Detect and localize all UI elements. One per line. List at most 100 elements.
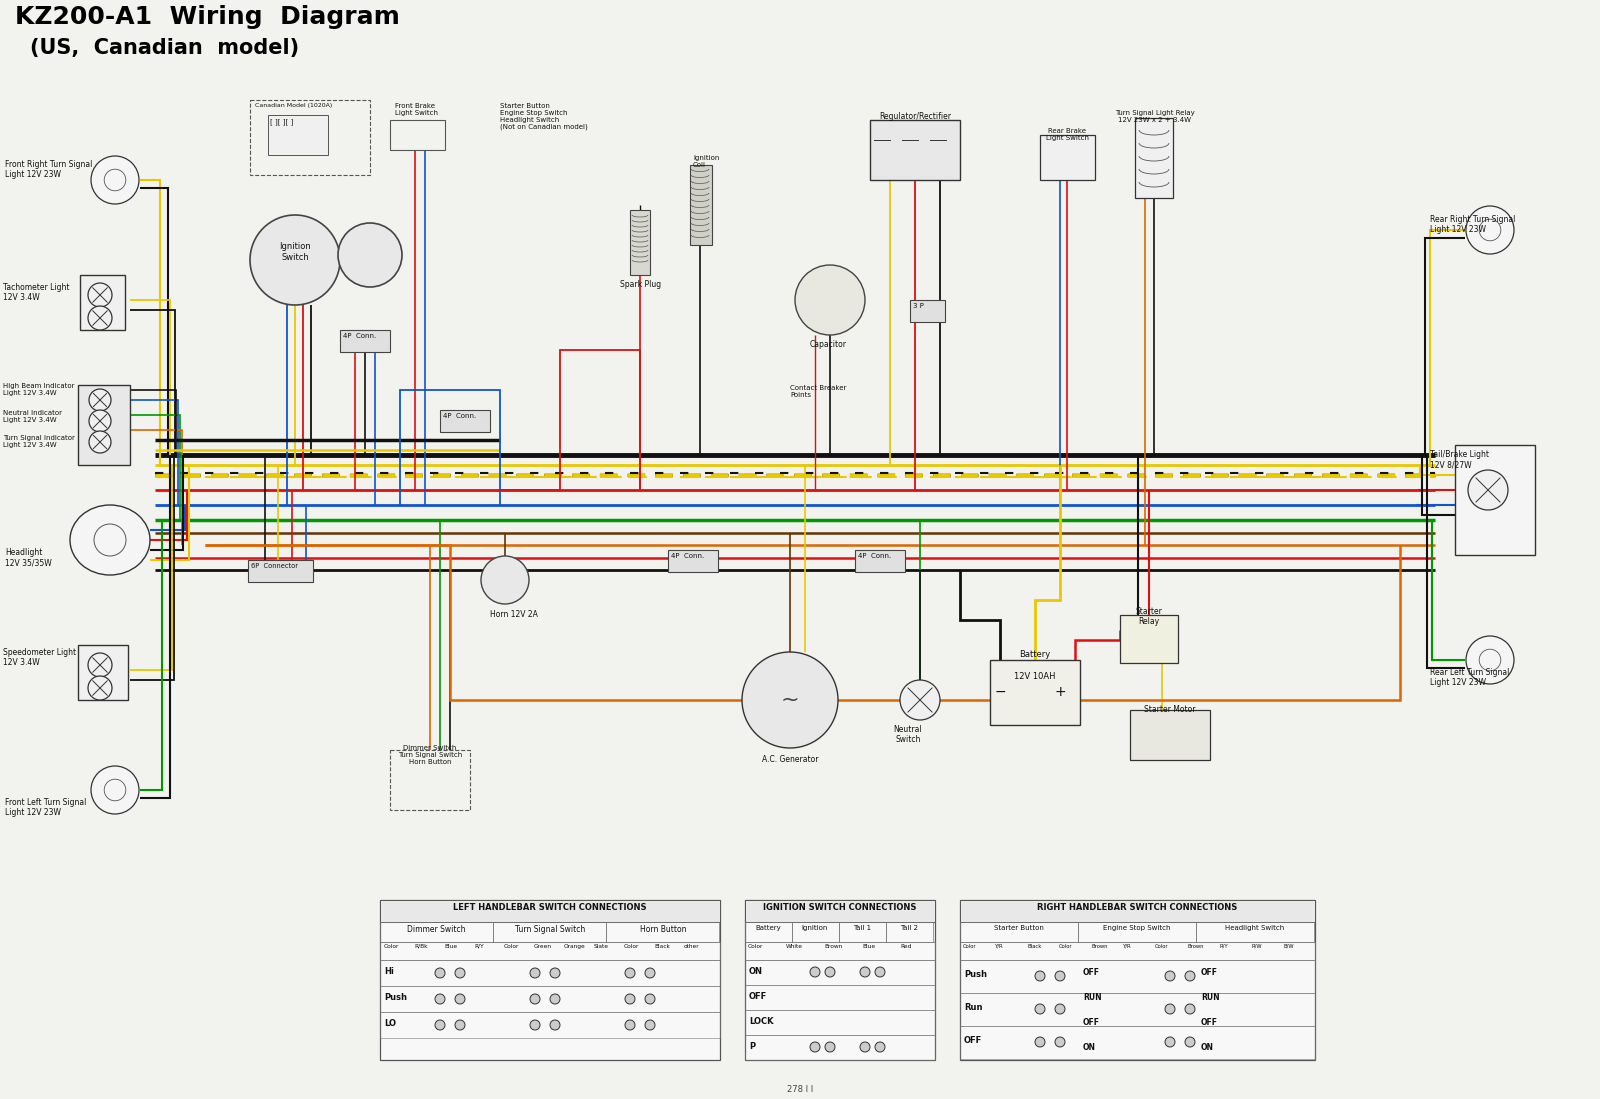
Text: IGNITION SWITCH CONNECTIONS: IGNITION SWITCH CONNECTIONS bbox=[763, 903, 917, 912]
Circle shape bbox=[1186, 1004, 1195, 1014]
Bar bbox=[886, 922, 933, 942]
Circle shape bbox=[550, 968, 560, 978]
Bar bbox=[606, 922, 718, 942]
Bar bbox=[269, 115, 328, 155]
Text: Red: Red bbox=[899, 944, 912, 950]
Bar bbox=[1134, 118, 1173, 198]
Text: Slate: Slate bbox=[594, 944, 610, 950]
Text: Battery: Battery bbox=[1019, 650, 1051, 659]
Text: Color: Color bbox=[1059, 944, 1072, 950]
Text: Y/R: Y/R bbox=[1123, 944, 1131, 950]
Text: other: other bbox=[685, 944, 699, 950]
Bar bbox=[80, 275, 125, 330]
Bar bbox=[440, 410, 490, 432]
Text: Neutral Indicator
Light 12V 3.4W: Neutral Indicator Light 12V 3.4W bbox=[3, 410, 62, 423]
Circle shape bbox=[626, 993, 635, 1004]
Text: Spark Plug: Spark Plug bbox=[621, 280, 661, 289]
Circle shape bbox=[1054, 1004, 1066, 1014]
Text: Tachometer Light
12V 3.4W: Tachometer Light 12V 3.4W bbox=[3, 284, 69, 302]
Text: Horn Button: Horn Button bbox=[640, 925, 686, 934]
Bar bbox=[1120, 615, 1178, 663]
Text: Y/R: Y/R bbox=[995, 944, 1003, 950]
Circle shape bbox=[1186, 1037, 1195, 1047]
Circle shape bbox=[899, 680, 941, 720]
Bar bbox=[690, 165, 712, 245]
Circle shape bbox=[875, 967, 885, 977]
Circle shape bbox=[250, 215, 339, 306]
Circle shape bbox=[435, 1020, 445, 1030]
Text: Horn 12V 2A: Horn 12V 2A bbox=[490, 610, 538, 619]
Text: LOCK: LOCK bbox=[749, 1017, 773, 1026]
Text: Front Right Turn Signal
Light 12V 23W: Front Right Turn Signal Light 12V 23W bbox=[5, 160, 93, 179]
Text: Dimmer Switch
Turn Signal Switch
Horn Button: Dimmer Switch Turn Signal Switch Horn Bu… bbox=[398, 745, 462, 765]
Text: Ignition: Ignition bbox=[802, 925, 829, 931]
Text: LEFT HANDLEBAR SWITCH CONNECTIONS: LEFT HANDLEBAR SWITCH CONNECTIONS bbox=[453, 903, 646, 912]
Text: Blue: Blue bbox=[862, 944, 875, 950]
Bar bbox=[381, 900, 720, 922]
Text: Battery: Battery bbox=[755, 925, 781, 931]
Text: 278 I I: 278 I I bbox=[787, 1085, 813, 1094]
Text: White: White bbox=[786, 944, 803, 950]
Text: Headlight
12V 35/35W: Headlight 12V 35/35W bbox=[5, 548, 51, 567]
Bar bbox=[381, 1012, 720, 1037]
Circle shape bbox=[1165, 1004, 1174, 1014]
Circle shape bbox=[90, 389, 110, 411]
Text: Starter
Relay: Starter Relay bbox=[1136, 607, 1163, 626]
Text: Turn Signal Light Relay
12V 23W x 2 + 3.4W: Turn Signal Light Relay 12V 23W x 2 + 3.… bbox=[1115, 110, 1195, 123]
Circle shape bbox=[826, 1042, 835, 1052]
Circle shape bbox=[530, 993, 541, 1004]
Circle shape bbox=[338, 223, 402, 287]
Bar bbox=[1197, 922, 1314, 942]
Bar bbox=[746, 961, 934, 985]
Bar bbox=[493, 922, 606, 942]
Bar bbox=[381, 986, 720, 1012]
Circle shape bbox=[88, 284, 112, 307]
Text: High Beam Indicator
Light 12V 3.4W: High Beam Indicator Light 12V 3.4W bbox=[3, 382, 75, 396]
Bar bbox=[792, 922, 838, 942]
Text: OFF: OFF bbox=[749, 992, 768, 1001]
Circle shape bbox=[90, 410, 110, 432]
Circle shape bbox=[810, 1042, 819, 1052]
Bar bbox=[854, 550, 906, 571]
Circle shape bbox=[435, 968, 445, 978]
Text: ON: ON bbox=[1083, 1043, 1096, 1052]
Text: −: − bbox=[995, 685, 1006, 699]
Text: Dimmer Switch: Dimmer Switch bbox=[406, 925, 466, 934]
Circle shape bbox=[1469, 470, 1507, 510]
Text: 4P  Conn.: 4P Conn. bbox=[342, 333, 376, 338]
Text: Canadian Model (1020A): Canadian Model (1020A) bbox=[254, 103, 333, 108]
Circle shape bbox=[530, 968, 541, 978]
Text: Tail 2: Tail 2 bbox=[899, 925, 918, 931]
Text: Rear Left Turn Signal
Light 12V 23W: Rear Left Turn Signal Light 12V 23W bbox=[1430, 668, 1509, 687]
Circle shape bbox=[875, 1042, 885, 1052]
Text: Regulator/Rectifier: Regulator/Rectifier bbox=[878, 112, 950, 121]
Text: Color: Color bbox=[624, 944, 640, 950]
Text: Orange: Orange bbox=[563, 944, 586, 950]
Text: Ignition
Coil: Ignition Coil bbox=[693, 155, 720, 168]
Bar bbox=[960, 1026, 1315, 1059]
Text: OFF: OFF bbox=[1083, 968, 1101, 977]
Text: Green: Green bbox=[534, 944, 552, 950]
Bar bbox=[250, 100, 370, 175]
Circle shape bbox=[645, 1020, 654, 1030]
Text: Turn Signal Switch: Turn Signal Switch bbox=[515, 925, 586, 934]
Bar bbox=[990, 660, 1080, 725]
Circle shape bbox=[645, 968, 654, 978]
Bar bbox=[381, 900, 720, 1061]
Circle shape bbox=[88, 676, 112, 700]
Circle shape bbox=[1035, 1004, 1045, 1014]
Circle shape bbox=[742, 652, 838, 748]
Text: Contact Breaker
Points: Contact Breaker Points bbox=[790, 385, 846, 398]
Circle shape bbox=[454, 1020, 466, 1030]
Bar bbox=[960, 993, 1315, 1026]
Text: Color: Color bbox=[384, 944, 400, 950]
Text: ~: ~ bbox=[781, 690, 800, 710]
Text: Run: Run bbox=[963, 1003, 982, 1012]
Circle shape bbox=[530, 1020, 541, 1030]
Circle shape bbox=[1054, 1037, 1066, 1047]
Text: Tail/Brake Light
12V 8/27W: Tail/Brake Light 12V 8/27W bbox=[1430, 449, 1490, 469]
Text: 3 P: 3 P bbox=[914, 303, 923, 309]
Bar bbox=[960, 900, 1315, 922]
Text: Black: Black bbox=[654, 944, 670, 950]
Text: R/Bk: R/Bk bbox=[414, 944, 427, 950]
